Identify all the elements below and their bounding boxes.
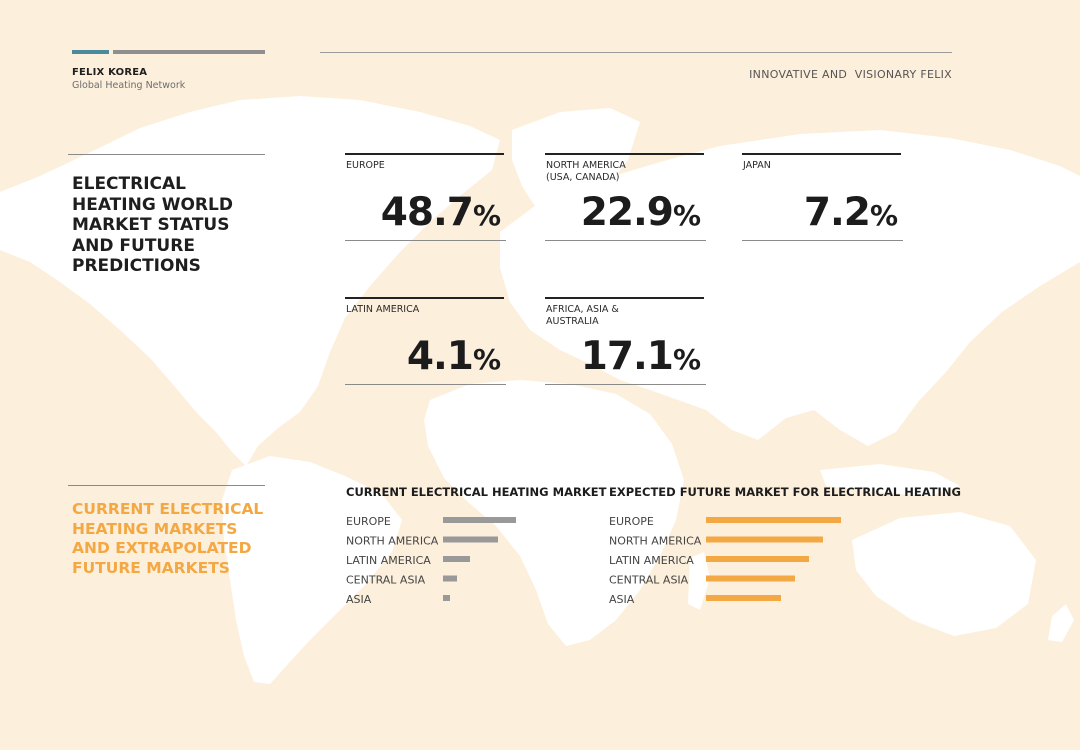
- header-accent-bar-gray: [113, 50, 265, 54]
- map-australia: [852, 512, 1036, 636]
- current-bar-label-3: CENTRAL ASIA: [346, 574, 426, 587]
- current-bar-0: [443, 517, 516, 523]
- map-new-zealand: [1048, 604, 1074, 642]
- future-bar-label-4: ASIA: [609, 593, 635, 606]
- map-africa: [424, 380, 684, 646]
- current-bar-2: [443, 556, 470, 562]
- stat-north-america-bottom-rule: [545, 240, 706, 241]
- stat-africa-asia-australia-top-rule: [545, 297, 704, 299]
- stat-europe-bottom-rule: [345, 240, 506, 241]
- stat-japan-label: JAPAN: [743, 160, 771, 171]
- stat-north-america-value: 22.9%: [580, 190, 701, 235]
- future-market-chart-title: EXPECTED FUTURE MARKET FOR ELECTRICAL HE…: [609, 485, 961, 499]
- brand-name: FELIX KOREA: [72, 67, 148, 78]
- current-bar-label-1: NORTH AMERICA: [346, 535, 439, 548]
- section1-title-rule: [68, 154, 265, 155]
- future-bar-label-3: CENTRAL ASIA: [609, 574, 689, 587]
- stat-europe-value: 48.7%: [380, 190, 501, 235]
- future-bar-label-2: LATIN AMERICA: [609, 554, 694, 567]
- map-greenland: [512, 108, 640, 220]
- stat-africa-asia-australia-bottom-rule: [545, 384, 706, 385]
- section2-title: CURRENT ELECTRICAL HEATING MARKETS AND E…: [72, 500, 264, 577]
- map-madagascar: [688, 552, 710, 610]
- stat-latin-america-bottom-rule: [345, 384, 506, 385]
- stat-europe-top-rule: [345, 153, 504, 155]
- current-bar-label-4: ASIA: [346, 593, 372, 606]
- future-market-bar-chart: EUROPE NORTH AMERICA LATIN AMERICA CENTRAL …: [609, 515, 841, 606]
- stat-japan-top-rule: [742, 153, 901, 155]
- future-bar-3: [706, 575, 795, 582]
- stat-north-america-label: NORTH AMERICA (USA, CANADA): [546, 160, 626, 183]
- stat-africa-asia-australia-label: AFRICA, ASIA & AUSTRALIA: [546, 304, 619, 327]
- stat-europe-label: EUROPE: [346, 160, 385, 171]
- map-indonesia: [820, 464, 960, 496]
- future-bar-1: [706, 536, 823, 543]
- stat-japan-value: 7.2%: [803, 190, 898, 235]
- future-bar-0: [706, 517, 841, 523]
- header-accent-bar-teal: [72, 50, 109, 54]
- future-bar-label-1: NORTH AMERICA: [609, 535, 702, 548]
- current-bar-label-2: LATIN AMERICA: [346, 554, 431, 567]
- future-bar-4: [706, 595, 781, 601]
- map-north-america: [0, 96, 500, 466]
- map-south-america: [222, 456, 402, 684]
- current-bar-label-0: EUROPE: [346, 515, 391, 528]
- stat-latin-america-top-rule: [345, 297, 504, 299]
- future-bar-label-0: EUROPE: [609, 515, 654, 528]
- stat-north-america-top-rule: [545, 153, 704, 155]
- header-rule: [320, 52, 952, 53]
- future-bar-2: [706, 556, 809, 562]
- stat-latin-america-label: LATIN AMERICA: [346, 304, 420, 315]
- stat-japan-bottom-rule: [742, 240, 903, 241]
- section1-title: ELECTRICAL HEATING WORLD MARKET STATUS A…: [72, 174, 233, 276]
- header-tagline: INNOVATIVE AND VISIONARY FELIX: [749, 68, 952, 81]
- current-market-bar-chart: EUROPE NORTH AMERICA LATIN AMERICA CENTRAL …: [346, 515, 516, 606]
- current-bar-1: [443, 536, 498, 543]
- section2-title-rule: [68, 485, 265, 486]
- stat-latin-america-value: 4.1%: [406, 334, 501, 379]
- stat-africa-asia-australia-value: 17.1%: [580, 334, 701, 379]
- current-market-chart-title: CURRENT ELECTRICAL HEATING MARKET: [346, 485, 607, 499]
- current-bar-3: [443, 575, 457, 582]
- brand-subtitle: Global Heating Network: [72, 80, 186, 91]
- current-bar-4: [443, 595, 450, 601]
- map-japan: [926, 306, 958, 372]
